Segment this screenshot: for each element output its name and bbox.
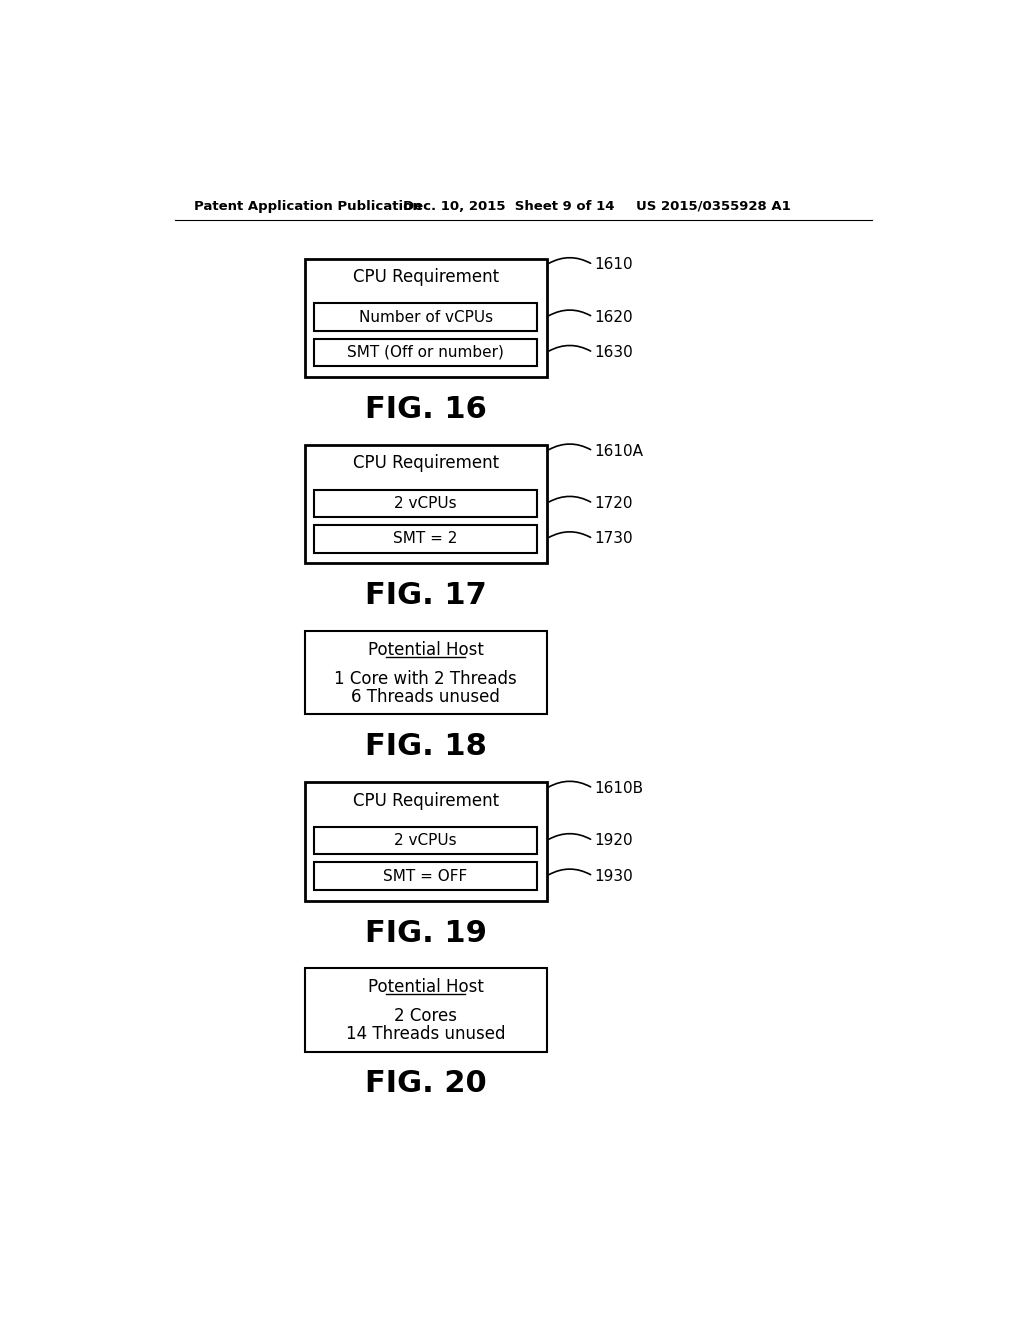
Text: 2 Cores: 2 Cores — [394, 1007, 457, 1026]
Text: SMT = OFF: SMT = OFF — [383, 869, 468, 883]
Bar — [314, 826, 538, 854]
Text: FIG. 18: FIG. 18 — [365, 733, 486, 762]
Text: 14 Threads unused: 14 Threads unused — [346, 1024, 506, 1043]
Bar — [305, 969, 547, 1052]
Text: FIG. 17: FIG. 17 — [365, 581, 486, 610]
Bar — [314, 490, 538, 517]
Bar — [314, 862, 538, 890]
Text: FIG. 19: FIG. 19 — [365, 919, 486, 948]
Text: 1620: 1620 — [595, 309, 633, 325]
Text: CPU Requirement: CPU Requirement — [352, 792, 499, 809]
Text: 1610A: 1610A — [595, 444, 643, 458]
Bar — [314, 525, 538, 553]
Text: FIG. 20: FIG. 20 — [365, 1069, 486, 1098]
Bar — [305, 781, 547, 900]
Text: 1630: 1630 — [595, 345, 633, 360]
Bar — [314, 339, 538, 367]
Text: 1720: 1720 — [595, 496, 633, 511]
Text: CPU Requirement: CPU Requirement — [352, 268, 499, 286]
Text: 2 vCPUs: 2 vCPUs — [394, 496, 457, 511]
Text: 6 Threads unused: 6 Threads unused — [351, 688, 500, 706]
Bar — [305, 445, 547, 564]
Text: SMT = 2: SMT = 2 — [393, 531, 458, 546]
Bar — [314, 304, 538, 331]
Text: Number of vCPUs: Number of vCPUs — [358, 309, 493, 325]
Text: 1 Core with 2 Threads: 1 Core with 2 Threads — [334, 671, 517, 688]
Text: FIG. 16: FIG. 16 — [365, 395, 486, 424]
Text: 2 vCPUs: 2 vCPUs — [394, 833, 457, 849]
Text: 1730: 1730 — [595, 531, 633, 546]
Text: Potential Host: Potential Host — [368, 978, 483, 995]
Text: 1610B: 1610B — [595, 780, 644, 796]
Bar — [305, 631, 547, 714]
Text: US 2015/0355928 A1: US 2015/0355928 A1 — [636, 199, 791, 213]
Text: Potential Host: Potential Host — [368, 640, 483, 659]
Text: Dec. 10, 2015  Sheet 9 of 14: Dec. 10, 2015 Sheet 9 of 14 — [403, 199, 614, 213]
Bar — [305, 259, 547, 378]
Text: 1920: 1920 — [595, 833, 633, 849]
Text: 1610: 1610 — [595, 257, 633, 272]
Text: 1930: 1930 — [595, 869, 633, 883]
Text: Patent Application Publication: Patent Application Publication — [194, 199, 422, 213]
Text: CPU Requirement: CPU Requirement — [352, 454, 499, 473]
Text: SMT (Off or number): SMT (Off or number) — [347, 345, 504, 360]
